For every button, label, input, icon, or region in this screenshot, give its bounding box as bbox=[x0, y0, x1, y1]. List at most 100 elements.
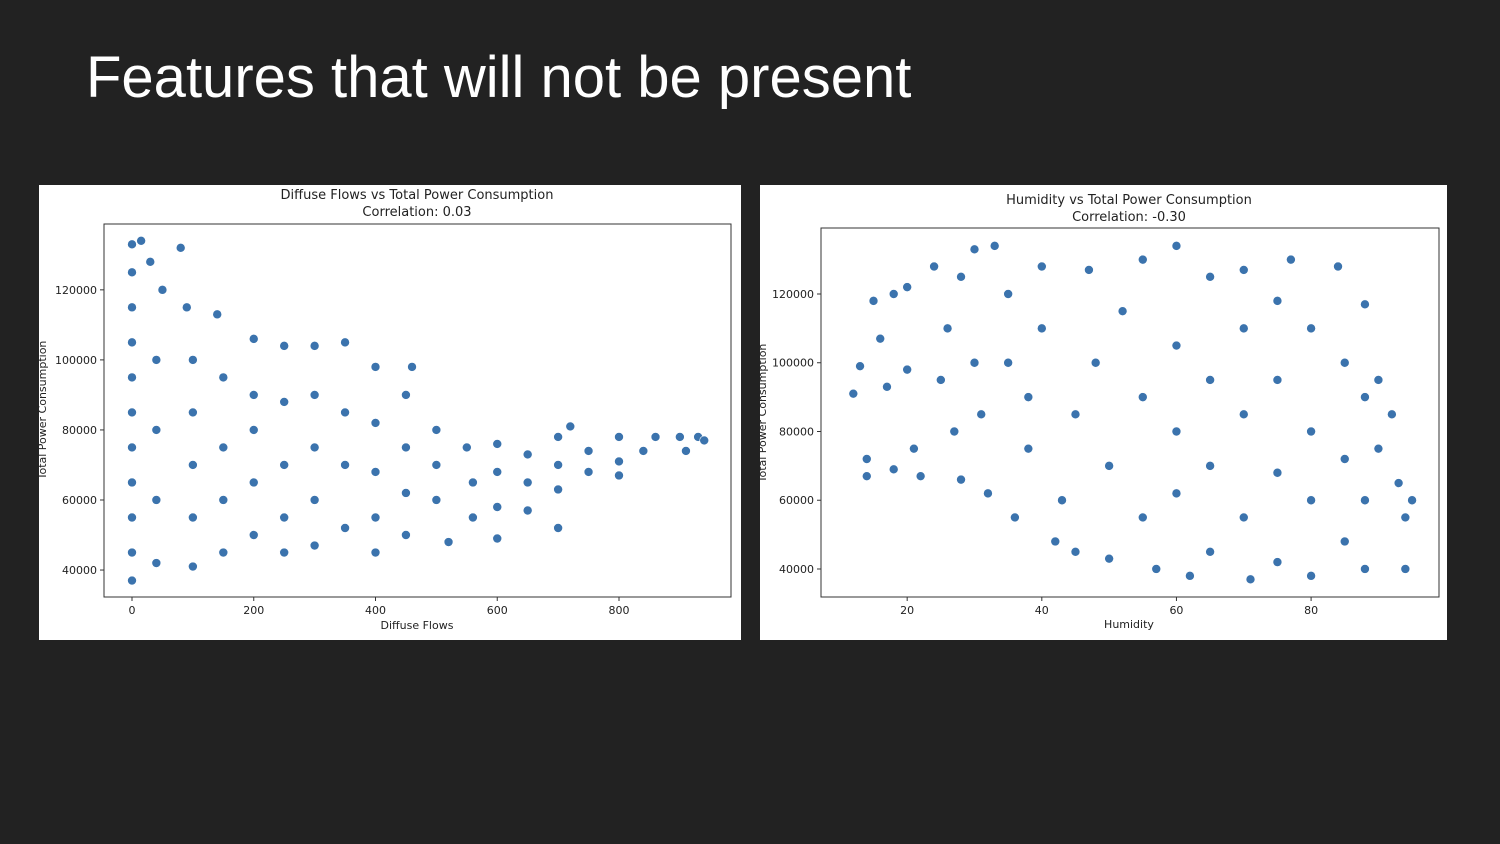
data-point bbox=[127, 575, 137, 586]
data-point bbox=[248, 477, 259, 488]
data-point bbox=[127, 442, 137, 453]
data-point bbox=[188, 561, 198, 572]
data-point bbox=[1104, 461, 1114, 471]
data-point bbox=[989, 241, 1000, 251]
data-point bbox=[983, 488, 993, 499]
humidity-chart: Humidity vs Total Power Consumption Corr… bbox=[760, 185, 1447, 640]
data-point bbox=[875, 333, 886, 344]
data-point bbox=[969, 357, 980, 368]
data-point bbox=[1272, 296, 1283, 306]
data-point bbox=[370, 512, 381, 523]
data-point bbox=[888, 464, 899, 475]
data-point bbox=[431, 460, 442, 470]
data-point bbox=[848, 388, 859, 399]
data-point bbox=[1360, 392, 1370, 402]
data-point bbox=[855, 361, 865, 371]
data-point bbox=[1306, 323, 1316, 334]
data-point bbox=[861, 471, 872, 481]
data-point bbox=[127, 267, 137, 278]
data-point bbox=[1185, 571, 1195, 581]
data-point bbox=[151, 355, 162, 365]
data-point bbox=[638, 446, 649, 456]
data-point bbox=[522, 449, 533, 460]
data-point bbox=[279, 547, 289, 558]
data-point bbox=[468, 512, 478, 523]
data-point bbox=[583, 467, 594, 477]
data-point bbox=[1407, 495, 1417, 506]
data-point bbox=[309, 540, 320, 551]
data-point bbox=[1360, 564, 1370, 574]
y-tick-label: 120000 bbox=[55, 284, 97, 297]
data-point bbox=[175, 243, 186, 253]
slide-title: Features that will not be present bbox=[86, 45, 912, 110]
data-point bbox=[1286, 254, 1296, 265]
data-point bbox=[1373, 375, 1384, 385]
diffuse-flows-chart: Diffuse Flows vs Total Power Consumption… bbox=[39, 185, 741, 640]
x-axis-label: Humidity bbox=[1104, 618, 1154, 631]
data-point bbox=[909, 443, 919, 454]
data-point bbox=[279, 397, 289, 407]
y-tick-label: 40000 bbox=[62, 564, 97, 577]
data-point bbox=[956, 474, 966, 485]
data-point bbox=[188, 407, 198, 418]
chart-title: Diffuse Flows vs Total Power Consumption bbox=[281, 188, 554, 203]
data-point bbox=[309, 341, 320, 351]
data-point bbox=[614, 470, 624, 481]
data-point bbox=[553, 460, 563, 470]
data-point bbox=[614, 456, 624, 467]
x-tick-label: 0 bbox=[129, 604, 136, 617]
data-point bbox=[1023, 392, 1034, 402]
data-point bbox=[340, 460, 350, 470]
data-point bbox=[1104, 553, 1114, 564]
data-point bbox=[309, 495, 320, 505]
data-point bbox=[370, 418, 381, 428]
data-point bbox=[188, 512, 198, 523]
data-point bbox=[1238, 265, 1249, 275]
data-point bbox=[522, 505, 533, 516]
y-tick-label: 80000 bbox=[62, 424, 97, 437]
y-tick-label: 80000 bbox=[779, 425, 814, 438]
data-point bbox=[407, 362, 417, 372]
data-point bbox=[492, 533, 503, 544]
data-point bbox=[1050, 536, 1061, 547]
data-point bbox=[1010, 512, 1020, 523]
data-point bbox=[145, 257, 156, 267]
data-point bbox=[1306, 495, 1316, 506]
y-tick-label: 120000 bbox=[772, 288, 814, 301]
data-point bbox=[1333, 261, 1343, 272]
data-point bbox=[127, 239, 137, 250]
data-point bbox=[401, 530, 411, 540]
data-point bbox=[681, 446, 691, 456]
data-point bbox=[127, 372, 137, 383]
data-point bbox=[1238, 323, 1249, 334]
data-point bbox=[882, 382, 892, 392]
data-point bbox=[1171, 426, 1182, 437]
x-tick-label: 40 bbox=[1035, 604, 1049, 617]
data-point bbox=[1003, 289, 1013, 299]
data-point bbox=[1245, 574, 1256, 585]
data-point bbox=[279, 341, 289, 351]
data-point bbox=[218, 547, 229, 558]
data-point bbox=[650, 432, 661, 442]
data-point bbox=[248, 530, 259, 540]
x-tick-label: 800 bbox=[608, 604, 629, 617]
data-point bbox=[1393, 478, 1404, 488]
y-tick-label: 60000 bbox=[62, 494, 97, 507]
data-point bbox=[1339, 536, 1350, 547]
data-point bbox=[902, 364, 912, 375]
data-point bbox=[188, 460, 198, 470]
data-point bbox=[279, 512, 289, 523]
data-point bbox=[492, 502, 503, 512]
data-point bbox=[1137, 254, 1148, 265]
data-point bbox=[401, 488, 411, 498]
data-point bbox=[1070, 409, 1081, 420]
data-point bbox=[1339, 454, 1350, 464]
data-point bbox=[929, 261, 939, 272]
data-point bbox=[340, 337, 350, 348]
data-point bbox=[218, 442, 229, 453]
x-tick-label: 80 bbox=[1304, 604, 1318, 617]
data-point bbox=[127, 407, 137, 418]
data-point bbox=[1137, 512, 1148, 523]
y-axis-label: Total Power Consumption bbox=[760, 344, 769, 484]
y-tick-label: 40000 bbox=[779, 563, 814, 576]
